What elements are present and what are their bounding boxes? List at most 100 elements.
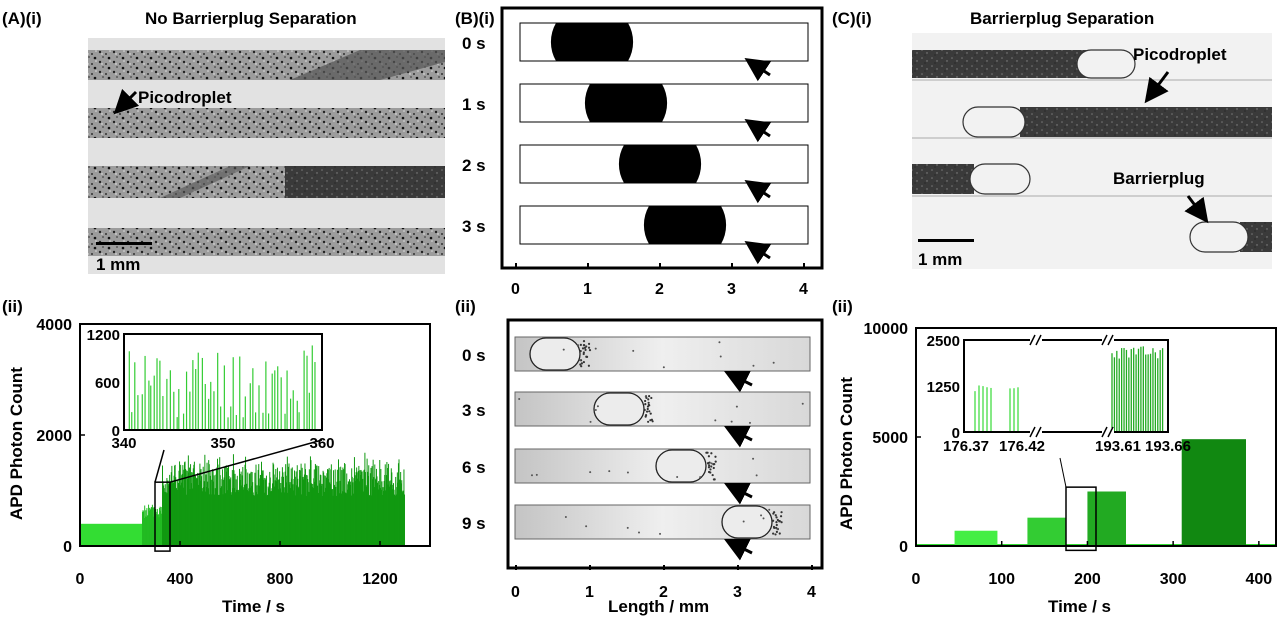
annotation-picodroplet-A: Picodroplet	[138, 88, 232, 107]
barrierplug	[655, 449, 707, 483]
bead	[676, 475, 679, 478]
bead	[650, 418, 653, 421]
scale-bar-C	[918, 239, 974, 242]
channel	[514, 391, 811, 427]
inset-x-tick-label: 176.37	[943, 438, 989, 455]
zoom-region	[1065, 486, 1097, 552]
inset-y-tick-label: 0	[112, 423, 120, 440]
inset-x-tick-label: 360	[309, 435, 334, 452]
bead	[588, 349, 592, 352]
inset-x-tick-label: 340	[111, 435, 136, 452]
row-label: 2 s	[462, 156, 486, 175]
tick-label: 1	[585, 584, 594, 601]
droplet-disk	[618, 145, 702, 183]
panel-label-C-i: (C)(i)	[832, 9, 872, 28]
bead	[644, 403, 647, 406]
row-label: 1 s	[462, 95, 486, 114]
bead	[585, 355, 588, 358]
bead	[579, 349, 582, 353]
barrierplug	[529, 337, 581, 371]
bead	[748, 421, 751, 424]
c-x-tick-label: 0	[912, 571, 921, 588]
bead	[707, 466, 711, 469]
panel-label-C-ii: (ii)	[832, 297, 853, 316]
trace-block	[1027, 517, 1066, 546]
frame-B-i	[500, 6, 824, 270]
inset-y-tick-label: 2500	[927, 333, 960, 350]
bead	[772, 512, 775, 515]
bead	[780, 521, 783, 524]
tick-label: 0	[511, 584, 520, 601]
a-x-tick-label: 1200	[362, 571, 398, 588]
inset-y-tick-label: 0	[952, 425, 960, 442]
bead	[582, 360, 585, 364]
row-label: 0 s	[462, 34, 486, 53]
bead	[779, 515, 783, 518]
tick-label: 2	[655, 281, 664, 298]
bead	[647, 401, 650, 404]
bead	[714, 460, 717, 463]
bead	[644, 399, 647, 403]
axis-break	[1101, 426, 1108, 438]
arrow	[723, 538, 753, 561]
zoom-connector	[1059, 457, 1067, 488]
bead	[760, 514, 763, 517]
inset-x-tick-label: 176.42	[999, 438, 1045, 455]
bead	[772, 361, 775, 364]
bead	[649, 412, 652, 415]
bead	[645, 410, 649, 413]
bead	[778, 520, 781, 523]
bead	[579, 343, 582, 346]
a-y-tick-label: 4000	[36, 317, 72, 334]
a-x-tick-label: 0	[76, 571, 85, 588]
bead	[608, 470, 611, 473]
bead	[562, 348, 565, 351]
axis-break	[1101, 334, 1108, 346]
panel-label-A-i: (A)(i)	[2, 9, 42, 28]
tick-label: 3	[733, 584, 742, 601]
bead	[775, 516, 778, 519]
axis-break	[1035, 426, 1042, 438]
arrow	[723, 370, 753, 393]
row-label: 9 s	[462, 514, 486, 533]
bead	[775, 521, 778, 524]
ylabel-C-ii: APD Photon Count	[837, 377, 856, 530]
bead	[646, 407, 649, 411]
panel-title-C-i: Barrierplug Separation	[970, 9, 1154, 28]
bead	[564, 516, 567, 519]
droplet-disk	[584, 84, 668, 122]
bead	[638, 531, 641, 534]
inset-x-tick-label: 193.61	[1095, 438, 1141, 455]
arrow	[744, 119, 772, 143]
scale-bar-A	[96, 242, 152, 245]
tick-label: 2	[659, 584, 668, 601]
inset-frame	[123, 333, 323, 431]
droplet-disk	[643, 206, 727, 244]
a-y-tick-label: 2000	[36, 428, 72, 445]
bead	[662, 366, 665, 369]
trace-block	[1087, 491, 1126, 546]
bead	[752, 364, 755, 367]
bead	[714, 455, 717, 458]
bead	[775, 530, 779, 533]
micrograph-B-ii: 0 s 3 s 6 s 9 s	[462, 336, 811, 561]
annotation-barrierplug-C: Barrierplug	[1113, 169, 1205, 188]
bead	[718, 341, 721, 344]
bead	[587, 342, 591, 345]
axis-break	[1029, 426, 1036, 438]
bead	[648, 410, 651, 413]
bead	[583, 346, 587, 349]
barrierplug	[593, 392, 645, 426]
bead	[710, 452, 713, 455]
xlabel-B-ii: Length / mm	[608, 597, 709, 616]
bead	[580, 365, 583, 368]
panel-label-A-ii: (ii)	[2, 297, 23, 316]
inset-y-tick-label: 1200	[87, 327, 120, 344]
droplet-disk	[550, 23, 634, 61]
x-axis-B-i: 0 1 2 3 4	[511, 263, 808, 298]
bead	[710, 465, 713, 468]
inset-x-tick-label: 350	[210, 435, 235, 452]
xlabel-C-ii: Time / s	[1048, 597, 1111, 616]
xlabel-A-ii: Time / s	[222, 597, 285, 616]
